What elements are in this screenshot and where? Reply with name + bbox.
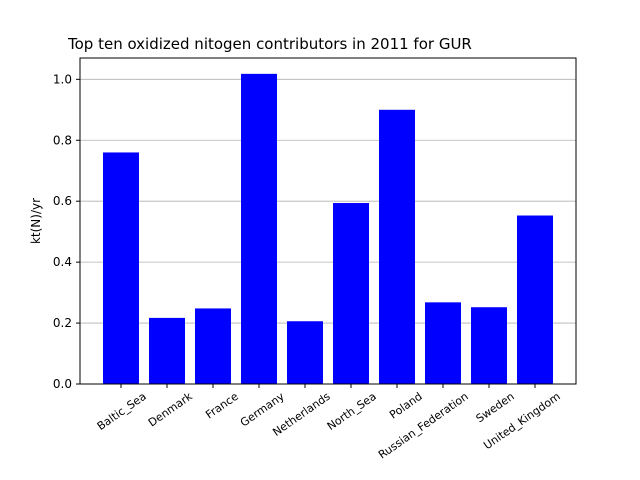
plot-frame	[79, 57, 577, 385]
bar-france	[195, 308, 231, 384]
bar-denmark	[149, 317, 185, 384]
x-tick-label: United_Kingdom	[481, 390, 562, 452]
x-tick-label: Poland	[387, 390, 425, 422]
bar-sweden	[471, 307, 507, 384]
y-tick-label: 0.6	[53, 194, 72, 208]
x-tick-label: Baltic_Sea	[95, 390, 149, 433]
x-tick-label: France	[203, 390, 241, 422]
x-tick-label: Denmark	[146, 389, 195, 429]
y-tick-label: 1.0	[53, 72, 72, 86]
y-axis-label: kt(N)/yr	[29, 198, 43, 244]
bar-baltic-sea	[103, 152, 139, 384]
y-axis-ticks: 0.0 0.2 0.4 0.6 0.8 1.0	[53, 72, 80, 391]
x-tick-label: North_Sea	[325, 390, 379, 433]
bar-united-kingdom	[517, 215, 553, 384]
bars	[103, 73, 553, 384]
y-tick-label: 0.0	[53, 377, 72, 391]
bar-north-sea	[333, 203, 369, 384]
bar-netherlands	[287, 321, 323, 384]
chart-title: Top ten oxidized nitogen contributors in…	[67, 35, 472, 53]
bar-russian-federation	[425, 302, 461, 384]
y-tick-label: 0.4	[53, 255, 72, 269]
y-tick-label: 0.2	[53, 316, 72, 330]
bar-germany	[241, 73, 277, 384]
x-tick-label: Sweden	[474, 390, 517, 426]
bar-poland	[379, 109, 415, 384]
y-tick-label: 0.8	[53, 133, 72, 147]
